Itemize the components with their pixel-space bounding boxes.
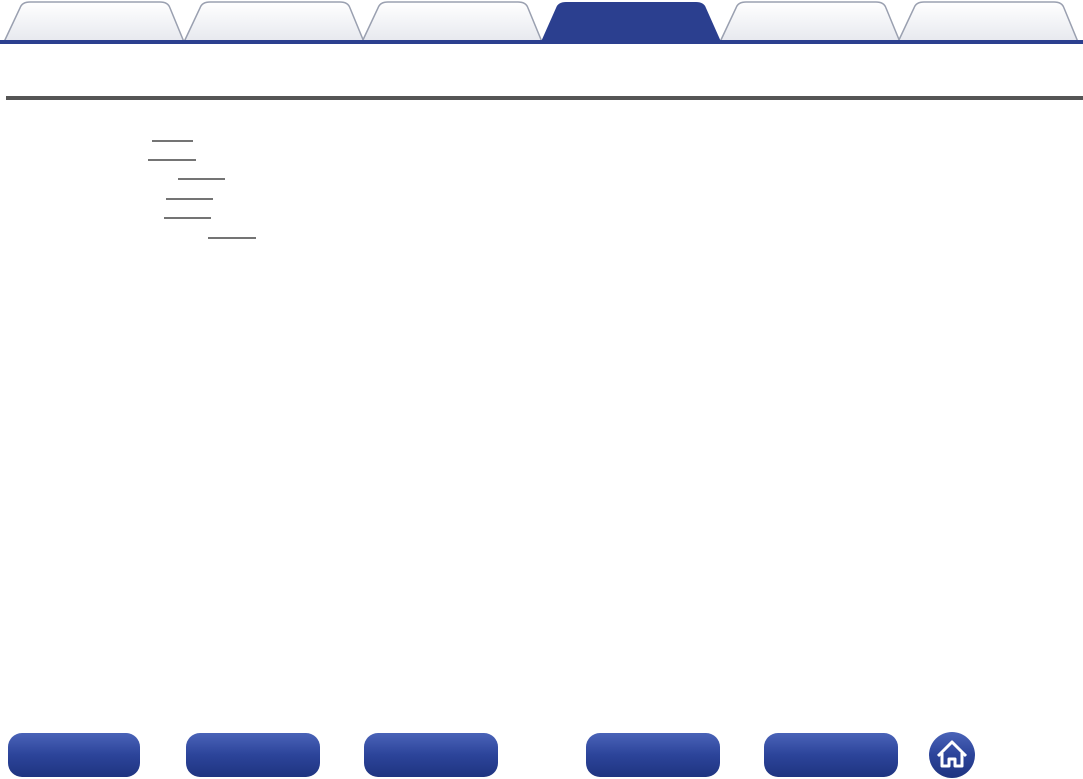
bottom-nav xyxy=(8,732,975,778)
nav-button[interactable] xyxy=(8,733,140,777)
tab[interactable] xyxy=(182,1,366,43)
nav-button[interactable] xyxy=(586,733,720,777)
nav-button[interactable] xyxy=(186,733,320,777)
home-button[interactable] xyxy=(929,732,975,778)
home-icon xyxy=(936,740,968,768)
nav-button[interactable] xyxy=(364,733,498,777)
home-circle[interactable] xyxy=(929,732,975,778)
tab[interactable] xyxy=(896,1,1080,43)
nav-button[interactable] xyxy=(764,733,898,777)
tab-active[interactable] xyxy=(540,2,722,44)
tab[interactable] xyxy=(2,1,186,43)
link-underlines xyxy=(148,140,256,239)
tab-underline xyxy=(0,40,1083,44)
tab[interactable] xyxy=(360,1,544,43)
section-rule xyxy=(6,96,1083,100)
tab[interactable] xyxy=(718,1,902,43)
tab-bar xyxy=(0,1,1083,44)
